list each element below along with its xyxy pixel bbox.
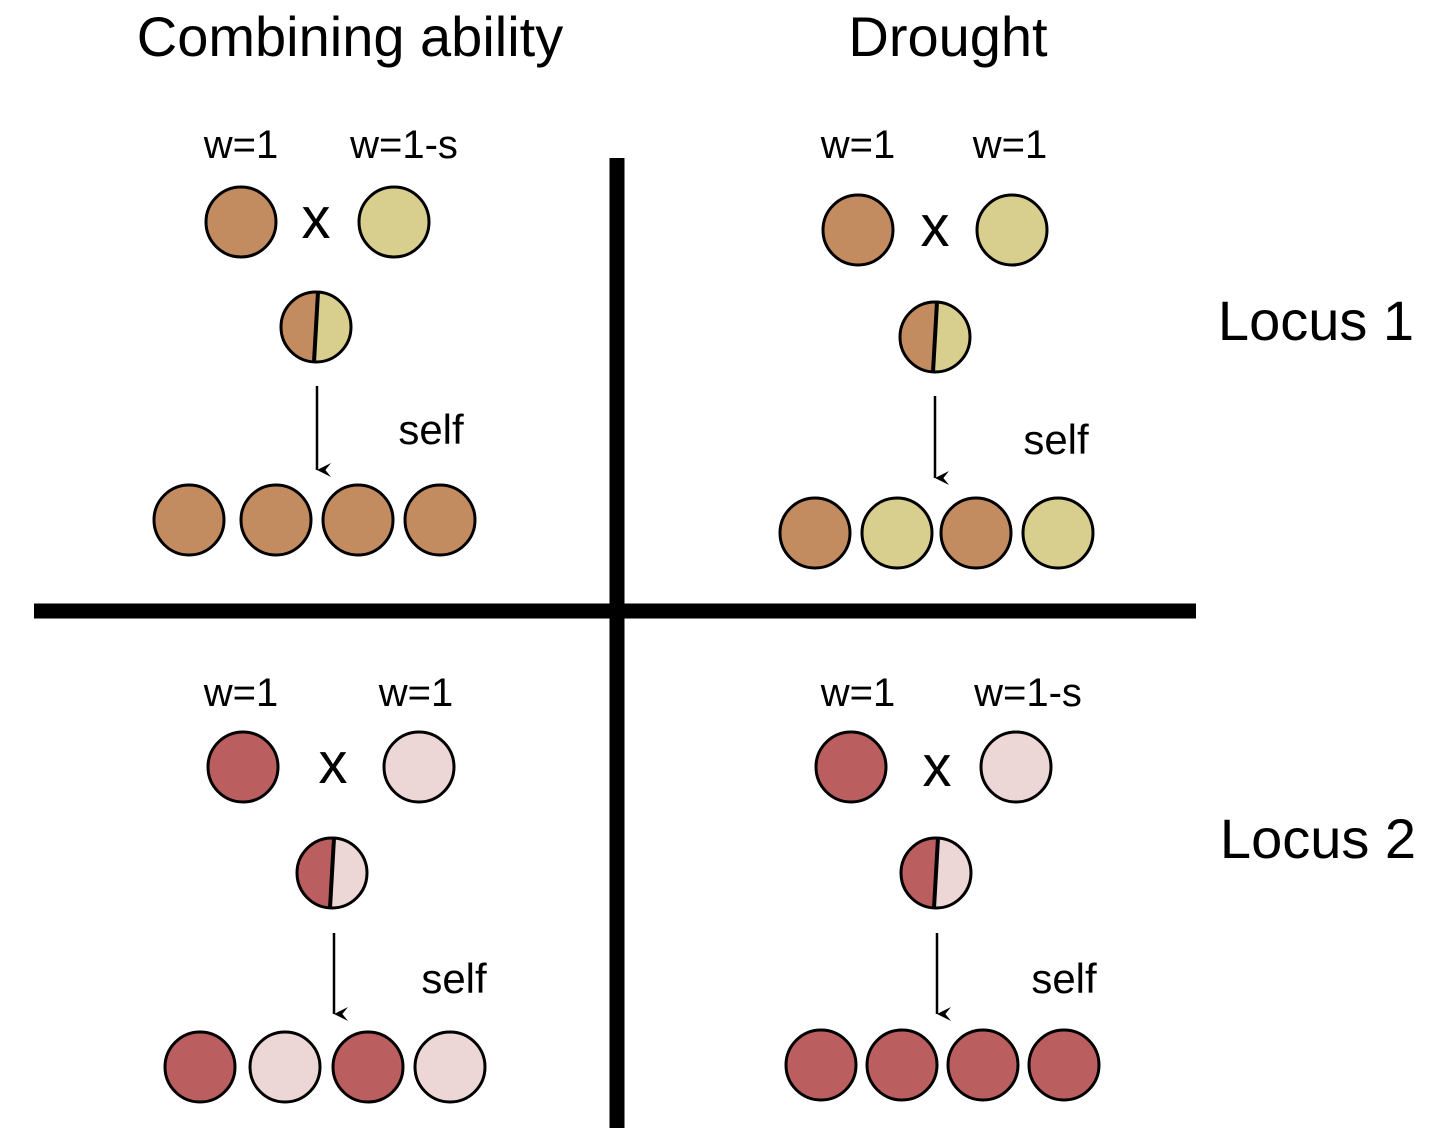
offspring-circle-3 xyxy=(946,1028,1020,1102)
self-label: self xyxy=(1031,955,1097,1002)
self-label: self xyxy=(1023,416,1089,463)
parent2-fitness-label: w=1-s xyxy=(973,671,1082,715)
header-drought: Drought xyxy=(848,5,1048,68)
parent1-fitness-label: w=1 xyxy=(203,671,279,715)
cross-symbol: x xyxy=(302,186,331,251)
hybrid-circle xyxy=(899,836,973,910)
offspring-circle-1 xyxy=(152,483,226,557)
offspring-circle-4 xyxy=(413,1030,487,1104)
offspring-circle-2 xyxy=(860,496,934,570)
parent2-circle xyxy=(975,193,1049,267)
self-label: self xyxy=(398,406,464,453)
offspring-circle-4 xyxy=(1021,496,1095,570)
parent2-fitness-label: w=1 xyxy=(972,123,1048,167)
cross-symbol: x xyxy=(319,731,348,796)
self-label: self xyxy=(421,955,487,1002)
hybrid-circle xyxy=(279,290,353,364)
parent1-fitness-label: w=1 xyxy=(820,123,896,167)
parent1-circle xyxy=(204,185,278,259)
offspring-circle-3 xyxy=(939,496,1013,570)
panel-combining-locus2: w=1 w=1 x self xyxy=(163,671,487,1104)
row-label-locus-1: Locus 1 xyxy=(1218,289,1414,352)
offspring-circle-4 xyxy=(403,483,477,557)
parent2-fitness-label: w=1-s xyxy=(349,123,458,167)
offspring-circle-2 xyxy=(248,1030,322,1104)
parent1-circle xyxy=(814,730,888,804)
cross-symbol: x xyxy=(921,194,950,259)
offspring-circle-3 xyxy=(331,1030,405,1104)
offspring-circle-1 xyxy=(784,1028,858,1102)
header-combining-ability: Combining ability xyxy=(137,5,563,68)
offspring-circle-1 xyxy=(778,496,852,570)
parent1-fitness-label: w=1 xyxy=(820,671,896,715)
offspring-circle-1 xyxy=(163,1030,237,1104)
cross-symbol: x xyxy=(923,734,952,799)
parent1-fitness-label: w=1 xyxy=(203,123,279,167)
offspring-circle-3 xyxy=(321,483,395,557)
panel-drought-locus2: w=1 w=1-s x self xyxy=(784,671,1101,1102)
parent1-circle xyxy=(821,193,895,267)
panel-combining-locus1: w=1 w=1-s x self xyxy=(152,123,477,557)
parent2-circle xyxy=(357,185,431,259)
hybrid-circle xyxy=(898,300,972,374)
panel-drought-locus1: w=1 w=1 x self xyxy=(778,123,1095,570)
row-label-locus-2: Locus 2 xyxy=(1220,807,1416,870)
offspring-circle-4 xyxy=(1027,1028,1101,1102)
offspring-circle-2 xyxy=(239,483,313,557)
parent1-circle xyxy=(206,730,280,804)
parent2-fitness-label: w=1 xyxy=(378,671,454,715)
offspring-circle-2 xyxy=(865,1028,939,1102)
parent2-circle xyxy=(979,730,1053,804)
parent2-circle xyxy=(382,730,456,804)
hybrid-circle xyxy=(295,836,369,910)
